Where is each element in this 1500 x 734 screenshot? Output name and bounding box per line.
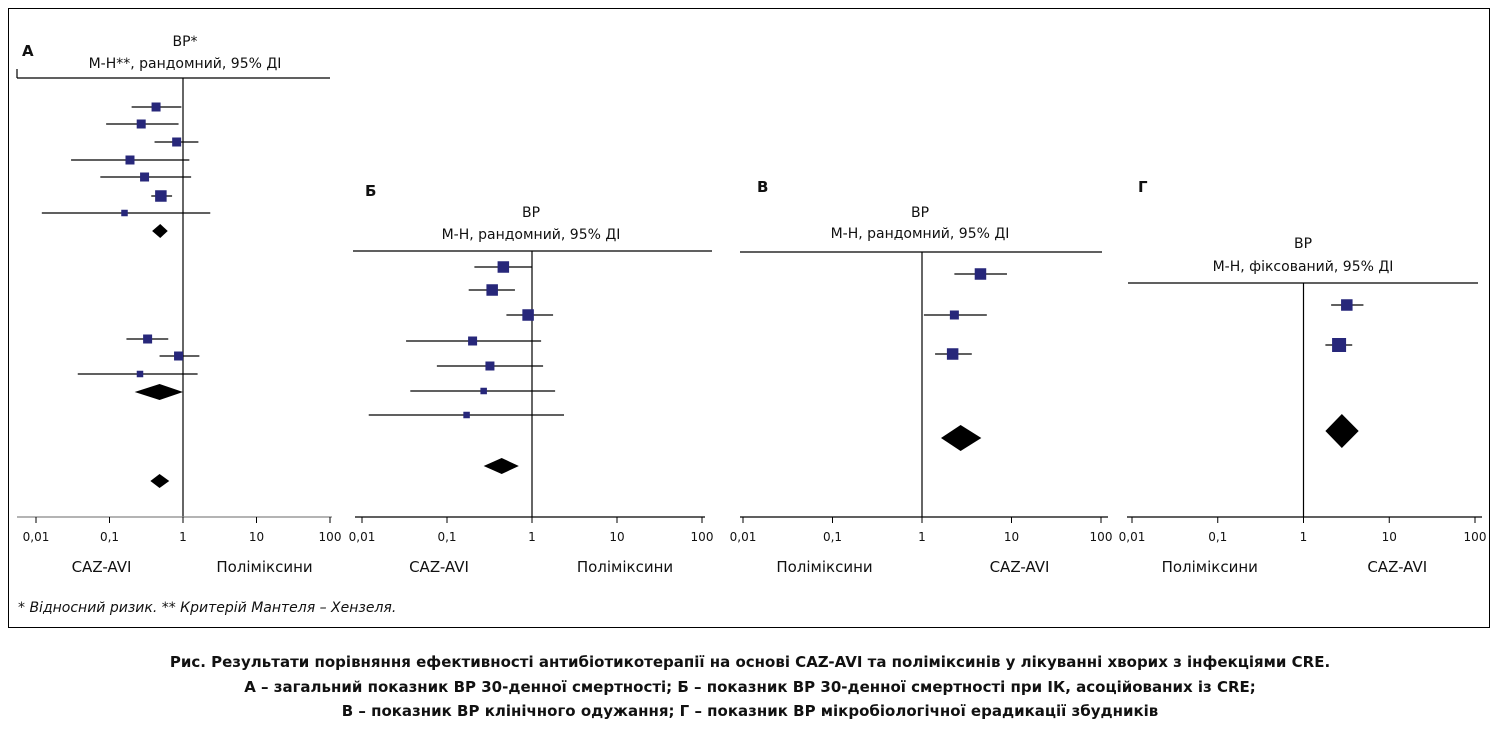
panel-label: Б <box>365 182 376 200</box>
favours-left-label: Поліміксини <box>776 558 872 576</box>
study-marker <box>468 336 478 346</box>
x-tick-label: 1 <box>528 530 536 544</box>
favours-right-label: Поліміксини <box>577 558 673 576</box>
study-marker <box>155 190 167 202</box>
favours-left-label: Поліміксини <box>1162 558 1258 576</box>
study-marker <box>497 261 510 273</box>
figure-frame <box>8 8 1490 628</box>
study-marker <box>140 172 150 182</box>
x-tick-label: 0,1 <box>1208 530 1227 544</box>
favours-right-label: CAZ-AVI <box>990 558 1050 576</box>
study-marker <box>946 348 959 360</box>
panel-title-line-1: ВР <box>1294 236 1312 252</box>
study-marker <box>480 387 487 395</box>
forest-panel-3: В ВР М-Н, рандомний, 95% ДІ 0,01 0,1 1 10 100 По… <box>730 178 1113 576</box>
forest-panel-4: Г ВР М-Н, фіксований, 95% ДІ 0,01 0,1 1 10 100 П… <box>1119 178 1487 576</box>
caption-line-3: В – показник ВР клінічного одужання; Г –… <box>342 702 1159 720</box>
study-marker <box>125 155 135 165</box>
x-tick-label: 10 <box>609 530 624 544</box>
panel-title-line-2: М-Н**, рандомний, 95% ДІ <box>89 56 282 72</box>
favours-right-label: Поліміксини <box>216 558 312 576</box>
pooled-estimate-diamond <box>940 425 982 451</box>
pooled-estimate-diamond <box>483 458 519 474</box>
forest-panel-1: А ВР* М-Н**, рандомний, 95% ДІ 0,01 0,1 1 10 10… <box>16 34 342 576</box>
favours-right-label: CAZ-AVI <box>1367 558 1427 576</box>
forest-panel-2: Б ВР М-Н, рандомний, 95% ДІ 0,01 0,1 1 10 100 CA… <box>349 182 714 576</box>
x-tick-label: 1 <box>918 530 926 544</box>
x-tick-label: 0,1 <box>100 530 119 544</box>
caption-line-2: А – загальний показник ВР 30-денної смер… <box>244 678 1256 696</box>
pooled-estimate-diamond <box>152 224 168 238</box>
x-tick-label: 100 <box>319 530 342 544</box>
study-marker <box>1332 338 1347 352</box>
x-tick-label: 10 <box>1004 530 1019 544</box>
study-marker <box>172 137 182 147</box>
study-marker <box>486 284 498 296</box>
x-tick-label: 0,01 <box>349 530 376 544</box>
study-marker <box>121 209 128 217</box>
caption-line-1: Рис. Результати порівняння ефективності … <box>170 653 1330 671</box>
panel-label: А <box>22 42 34 60</box>
x-tick-label: 100 <box>691 530 714 544</box>
study-marker <box>949 310 959 320</box>
favours-left-label: CAZ-AVI <box>409 558 469 576</box>
panel-title-line-1: ВР* <box>172 34 197 50</box>
study-marker <box>136 119 146 129</box>
favours-left-label: CAZ-AVI <box>72 558 132 576</box>
panel-title-line-2: М-Н, фіксований, 95% ДІ <box>1213 259 1394 275</box>
study-marker <box>143 334 153 344</box>
study-marker <box>485 361 495 371</box>
x-tick-label: 1 <box>1300 530 1308 544</box>
panel-label: В <box>757 178 768 196</box>
x-tick-label: 0,01 <box>23 530 50 544</box>
panel-title-line-2: М-Н, рандомний, 95% ДІ <box>442 227 621 243</box>
x-tick-label: 0,01 <box>1119 530 1146 544</box>
x-tick-label: 10 <box>249 530 264 544</box>
x-tick-label: 1 <box>179 530 187 544</box>
pooled-estimate-diamond <box>150 474 170 488</box>
x-tick-label: 0,01 <box>730 530 757 544</box>
study-marker <box>136 370 144 378</box>
panel-title-line-2: М-Н, рандомний, 95% ДІ <box>831 226 1010 242</box>
panel-title-line-1: ВР <box>911 205 929 221</box>
study-marker <box>974 268 987 280</box>
x-tick-label: 0,1 <box>823 530 842 544</box>
pooled-estimate-diamond <box>1325 414 1359 448</box>
x-tick-label: 100 <box>1090 530 1113 544</box>
study-marker <box>151 102 161 112</box>
footnote: * Відносний ризик. ** Критерій Мантеля –… <box>18 600 396 616</box>
pooled-estimate-diamond <box>134 384 183 400</box>
study-marker <box>174 351 184 361</box>
panel-title-line-1: ВР <box>522 205 540 221</box>
study-marker <box>463 411 470 419</box>
study-marker <box>522 309 534 321</box>
x-tick-label: 100 <box>1464 530 1487 544</box>
panel-label: Г <box>1138 178 1148 196</box>
x-tick-label: 0,1 <box>437 530 456 544</box>
x-tick-label: 10 <box>1382 530 1397 544</box>
study-marker <box>1341 299 1353 311</box>
